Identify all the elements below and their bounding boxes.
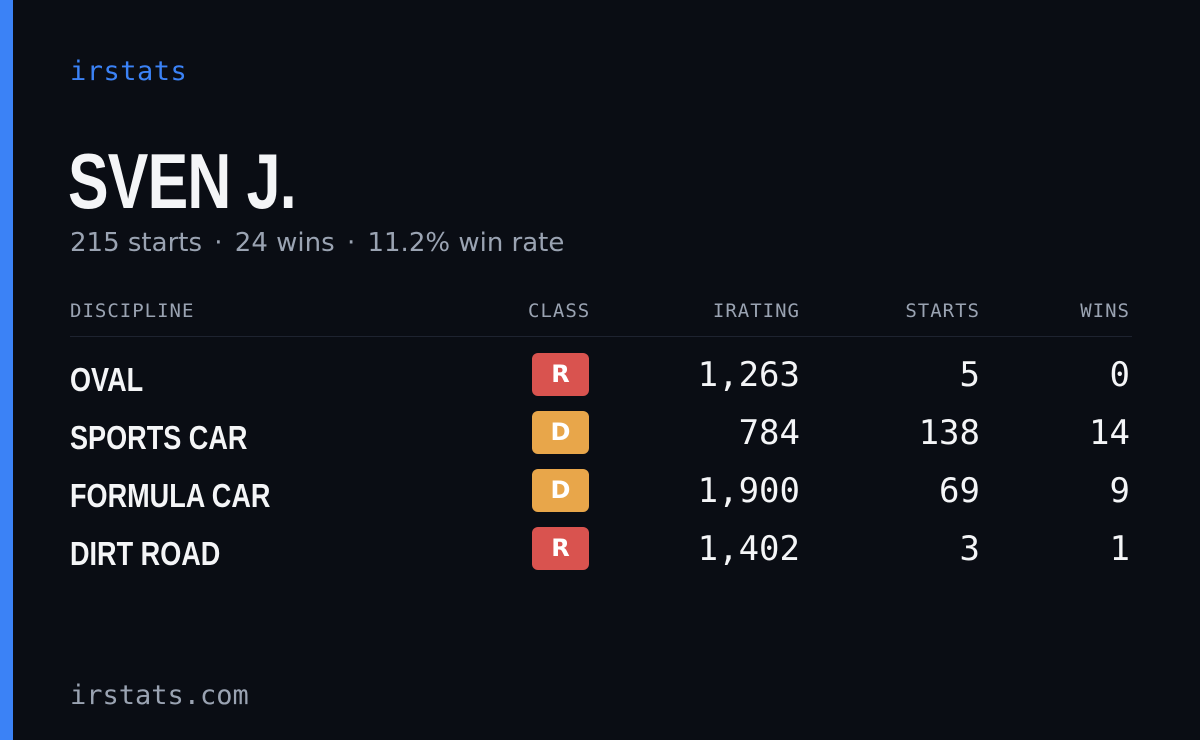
wins-summary: 24 wins: [234, 228, 335, 258]
wins-cell: 14: [1089, 413, 1130, 453]
accent-bar: [0, 0, 13, 740]
table-row: OVAL R 1,263 5 0: [70, 353, 1132, 411]
starts-cell: 138: [918, 413, 980, 453]
starts-cell: 3: [959, 529, 980, 569]
driver-name: SVEN J.: [68, 137, 297, 225]
header-wins: WINS: [1080, 300, 1130, 322]
irating-cell: 1,402: [697, 529, 800, 569]
footer-url: irstats.com: [70, 680, 249, 711]
discipline-cell: FORMULA CAR: [70, 477, 271, 514]
header-discipline: DISCIPLINE: [70, 300, 195, 322]
class-badge: R: [532, 527, 589, 570]
starts-cell: 5: [959, 355, 980, 395]
starts-cell: 69: [939, 471, 980, 511]
separator: ·: [214, 228, 223, 258]
discipline-cell: SPORTS CAR: [70, 419, 248, 456]
irating-cell: 784: [738, 413, 800, 453]
discipline-cell: DIRT ROAD: [70, 535, 221, 572]
starts-summary: 215 starts: [70, 228, 202, 258]
table-row: FORMULA CAR D 1,900 69 9: [70, 469, 1132, 527]
irating-cell: 1,263: [697, 355, 800, 395]
winrate-summary: 11.2% win rate: [367, 228, 565, 258]
class-badge: R: [532, 353, 589, 396]
table-body: OVAL R 1,263 5 0 SPORTS CAR D 784 138 14…: [70, 353, 1132, 585]
table-row: DIRT ROAD R 1,402 3 1: [70, 527, 1132, 585]
wins-cell: 9: [1109, 471, 1130, 511]
wins-cell: 0: [1109, 355, 1130, 395]
separator: ·: [346, 228, 356, 258]
table-row: SPORTS CAR D 784 138 14: [70, 411, 1132, 469]
irating-cell: 1,900: [697, 471, 800, 511]
class-badge: D: [532, 411, 589, 454]
stats-table: DISCIPLINE CLASS IRATING STARTS WINS OVA…: [70, 298, 1132, 572]
table-header: DISCIPLINE CLASS IRATING STARTS WINS: [70, 298, 1132, 337]
header-irating: IRATING: [712, 300, 800, 322]
driver-summary: 215 starts · 24 wins · 11.2% win rate: [70, 228, 564, 258]
header-class: CLASS: [528, 300, 591, 322]
wins-cell: 1: [1109, 529, 1130, 569]
class-badge: D: [532, 469, 589, 512]
discipline-cell: OVAL: [70, 361, 144, 398]
header-starts: STARTS: [905, 300, 980, 322]
brand-logo: irstats: [70, 56, 188, 87]
